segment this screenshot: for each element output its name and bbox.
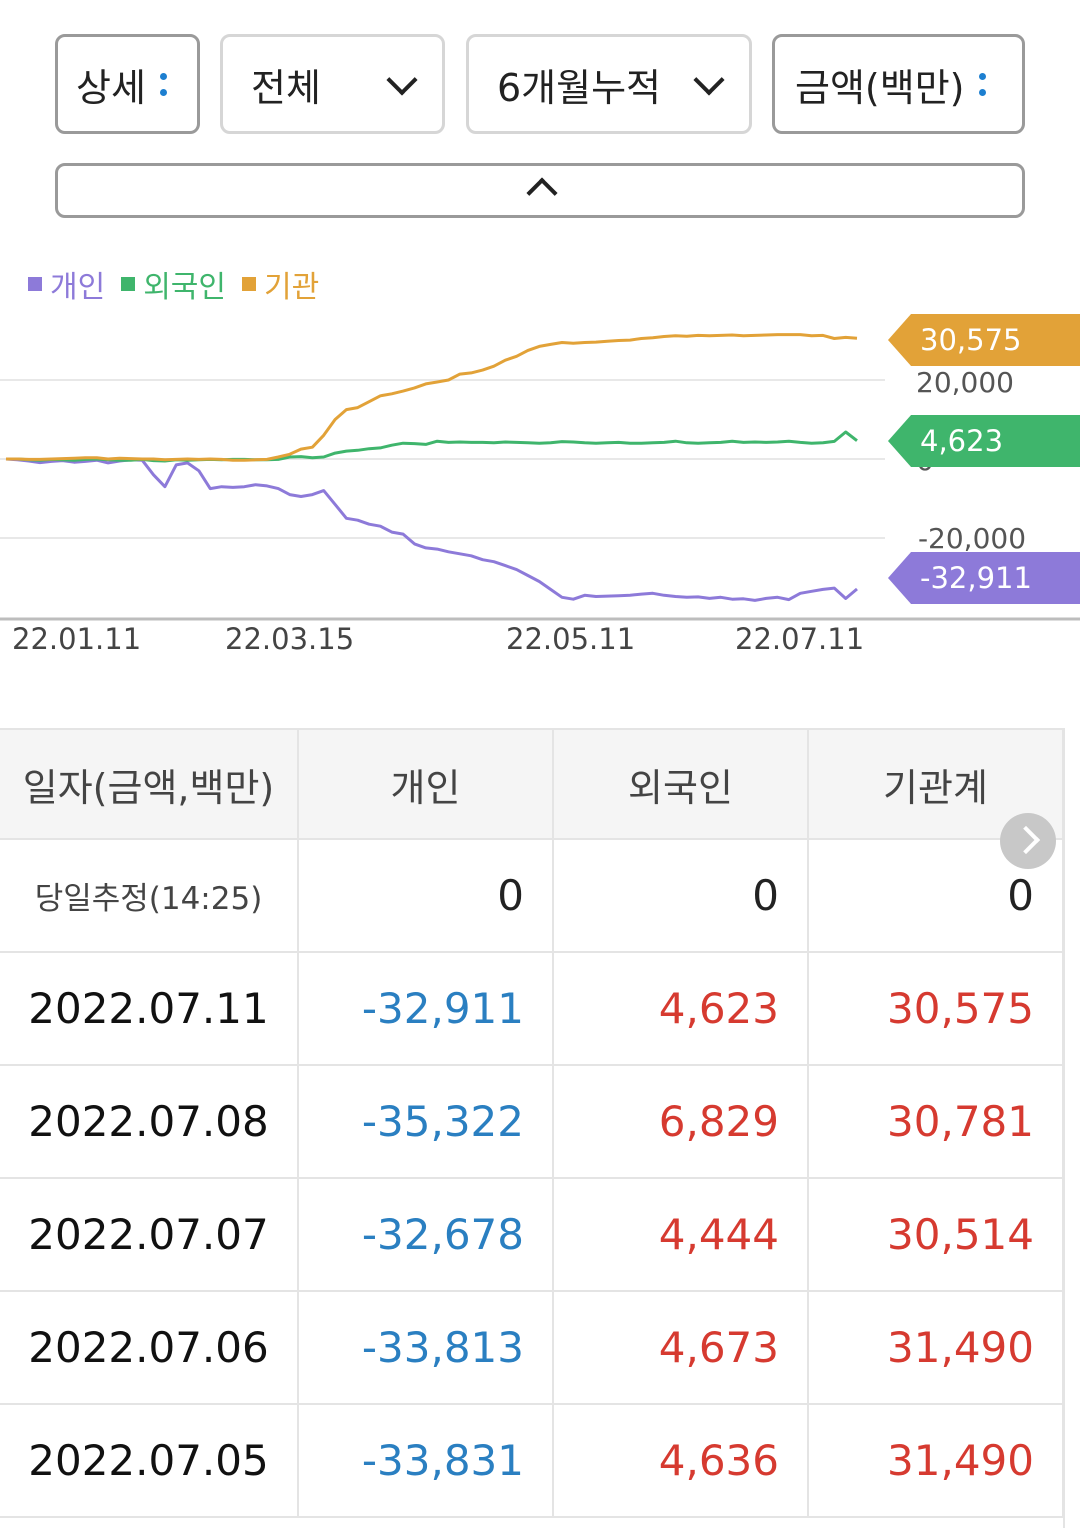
row-foreign: 4,636	[554, 1405, 809, 1516]
estimate-foreign: 0	[554, 840, 809, 951]
end-label-individual: -32,911	[888, 552, 1080, 604]
row-date: 2022.07.06	[0, 1292, 299, 1403]
row-institution: 30,514	[809, 1179, 1064, 1290]
series-line-개인	[5, 457, 858, 602]
x-tick-label: 22.01.11	[12, 622, 142, 656]
scope-select[interactable]: 전체	[220, 34, 445, 134]
table-row: 2022.07.08 -35,322 6,829 30,781	[0, 1066, 1080, 1179]
period-select[interactable]: 6개월누적	[466, 34, 752, 134]
more-dots-icon	[978, 72, 986, 96]
estimate-label: 당일추정(14:25)	[0, 840, 299, 951]
series-layer	[5, 333, 858, 602]
series-line-외국인	[6, 430, 858, 463]
x-tick-label: 22.07.11	[735, 622, 865, 656]
detail-select-label: 상세	[76, 65, 146, 110]
legend-swatch	[242, 277, 257, 291]
table-scroll-gutter	[1063, 728, 1080, 1528]
end-label-institution: 30,575	[888, 314, 1080, 366]
y-tick-label: 20,000	[916, 366, 1014, 399]
row-foreign: 6,829	[554, 1066, 809, 1177]
estimate-individual: 0	[299, 840, 554, 951]
header-foreign: 외국인	[554, 730, 809, 838]
period-select-label: 6개월누적	[497, 65, 662, 110]
row-institution: 30,781	[809, 1066, 1064, 1177]
chevron-up-icon	[526, 177, 558, 209]
table-row: 2022.07.11 -32,911 4,623 30,575	[0, 953, 1080, 1066]
end-label-foreign: 4,623	[888, 415, 1080, 467]
legend-label: 외국인	[143, 270, 227, 305]
series-line-기관	[6, 333, 858, 462]
row-individual: -33,813	[299, 1292, 554, 1403]
estimate-row: 당일추정(14:25) 0 0 0	[0, 840, 1080, 953]
row-foreign: 4,673	[554, 1292, 809, 1403]
row-date: 2022.07.07	[0, 1179, 299, 1290]
chevron-down-icon	[384, 67, 418, 101]
investor-trade-table: 일자(금액,백만) 개인 외국인 기관계 당일추정(14:25) 0 0 0 2…	[0, 728, 1080, 1518]
table-row: 2022.07.05 -33,831 4,636 31,490	[0, 1405, 1080, 1518]
unit-select[interactable]: 금액(백만)	[772, 34, 1025, 134]
table-row: 2022.07.07 -32,678 4,444 30,514	[0, 1179, 1080, 1292]
header-individual: 개인	[299, 730, 554, 838]
row-individual: -33,831	[299, 1405, 554, 1516]
legend-swatch	[28, 277, 42, 291]
cumulative-trend-chart: 20,000 0 -20,000	[0, 333, 1080, 621]
y-tick-label: -20,000	[918, 522, 1026, 555]
more-dots-icon	[159, 72, 167, 96]
row-date: 2022.07.05	[0, 1405, 299, 1516]
legend-item-individual: 개인	[28, 262, 105, 306]
legend-swatch	[121, 277, 136, 291]
row-institution: 30,575	[809, 953, 1064, 1064]
row-foreign: 4,444	[554, 1179, 809, 1290]
x-tick-label: 22.03.15	[225, 622, 355, 656]
row-institution: 31,490	[809, 1292, 1064, 1403]
table-row: 2022.07.06 -33,813 4,673 31,490	[0, 1292, 1080, 1405]
row-foreign: 4,623	[554, 953, 809, 1064]
legend-label: 개인	[50, 270, 106, 305]
row-date: 2022.07.08	[0, 1066, 299, 1177]
row-individual: -32,678	[299, 1179, 554, 1290]
row-date: 2022.07.11	[0, 953, 299, 1064]
header-date: 일자(금액,백만)	[0, 730, 299, 838]
chevron-down-icon	[691, 67, 725, 101]
legend-item-foreign: 외국인	[121, 262, 226, 306]
x-tick-label: 22.05.11	[506, 622, 636, 656]
row-individual: -35,322	[299, 1066, 554, 1177]
row-individual: -32,911	[299, 953, 554, 1064]
row-institution: 31,490	[809, 1405, 1064, 1516]
detail-select[interactable]: 상세	[55, 34, 200, 134]
unit-select-label: 금액(백만)	[795, 65, 965, 110]
collapse-filters-button[interactable]	[55, 163, 1025, 218]
table-header-row: 일자(금액,백만) 개인 외국인 기관계	[0, 728, 1080, 840]
legend-label: 기관	[264, 270, 320, 305]
chart-legend: 개인 외국인 기관	[28, 262, 319, 306]
scope-select-label: 전체	[251, 65, 321, 110]
legend-item-institution: 기관	[242, 262, 319, 306]
scroll-right-button[interactable]	[1000, 813, 1056, 869]
